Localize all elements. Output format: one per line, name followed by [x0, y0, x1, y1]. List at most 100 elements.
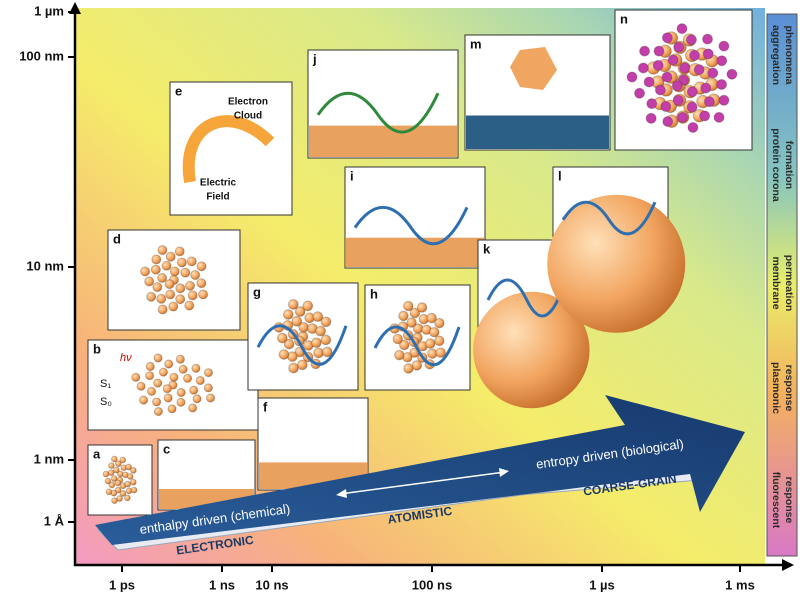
atom [409, 307, 421, 319]
atom [176, 387, 186, 398]
atom [688, 49, 700, 61]
sidebar-label: fluorescent [770, 472, 782, 529]
atom [639, 45, 651, 57]
atom [144, 371, 155, 381]
atom [112, 466, 120, 474]
atom [140, 266, 151, 277]
atom [174, 246, 185, 257]
panel-letter: f [263, 399, 268, 414]
atom [157, 304, 168, 315]
sidebar-label: formation [783, 141, 795, 189]
atom [198, 289, 209, 300]
atom [153, 406, 163, 417]
panel-letter: k [483, 241, 491, 256]
y-tick-label: 1 Å [44, 513, 65, 528]
y-tick-label: 10 nm [26, 258, 64, 273]
panel-letter: j [312, 51, 317, 66]
atom [180, 267, 191, 278]
atom [185, 280, 196, 291]
atom [178, 364, 188, 374]
atom [297, 359, 308, 371]
atom [146, 386, 157, 396]
atom [416, 302, 428, 313]
atom [129, 478, 137, 486]
surface [309, 125, 457, 157]
panel-text: Electric [200, 178, 237, 189]
x-tick-label: 1 ps [109, 577, 135, 592]
molecule [316, 91, 440, 134]
atom [167, 404, 177, 414]
nanocrystal [510, 47, 557, 90]
atom [164, 279, 175, 290]
atom [313, 347, 324, 359]
atom [652, 59, 664, 71]
molecule [561, 200, 657, 236]
atom [116, 495, 124, 502]
atom [110, 475, 118, 482]
atom [685, 34, 697, 46]
atom [434, 317, 445, 329]
atom [205, 393, 216, 403]
atom [291, 315, 303, 327]
atom [102, 470, 110, 478]
atom [152, 282, 163, 293]
atom [707, 67, 719, 79]
atom [679, 62, 691, 74]
atom [168, 301, 179, 312]
atom [104, 477, 112, 485]
atom [165, 289, 176, 300]
atom [403, 300, 414, 312]
atom [426, 312, 437, 324]
panel-text: Electron [228, 97, 268, 108]
atom [136, 381, 146, 391]
sidebar-label: response [783, 365, 795, 412]
atom [152, 397, 162, 407]
arrowhead [499, 468, 509, 477]
atom [119, 490, 127, 497]
atom [150, 264, 161, 275]
atom [702, 48, 714, 60]
atom [110, 455, 118, 463]
atom [130, 486, 138, 494]
double-arrow [339, 471, 506, 495]
atom [662, 115, 674, 127]
panels: a b c d e f g h i j k l m n hν S₁ S₀ Electron Cloud Electri… [87, 9, 753, 516]
panel: m [464, 34, 611, 151]
atom [702, 33, 714, 45]
panel: d [107, 229, 241, 331]
atom [686, 86, 698, 98]
panel-text: S₀ [100, 396, 112, 408]
arrow-body [95, 395, 745, 545]
panel-letter: b [93, 341, 101, 356]
atom [203, 368, 214, 378]
atom [672, 94, 684, 106]
atom [320, 316, 332, 328]
atom [660, 100, 672, 112]
atom [169, 266, 180, 277]
y-tick-label: 1 nm [34, 451, 64, 466]
panel-letter: h [370, 286, 378, 301]
atom [163, 393, 173, 403]
panel-letter: g [253, 284, 261, 299]
panel: b [87, 339, 259, 431]
panel-text: S₁ [100, 378, 111, 390]
atom [315, 325, 326, 337]
molecule [353, 205, 469, 246]
atom [394, 349, 405, 361]
atom [406, 317, 417, 328]
atom [165, 251, 176, 262]
atom [123, 494, 131, 502]
atom [175, 354, 185, 364]
atom [276, 332, 288, 344]
panel: f [257, 397, 369, 491]
atom [661, 32, 673, 44]
atom [403, 363, 414, 374]
panel: j [307, 49, 459, 159]
atom [176, 397, 186, 407]
atom [188, 403, 198, 413]
atom [398, 310, 409, 322]
atom [653, 45, 665, 57]
panel: h [364, 284, 471, 391]
sidebar-label: permeation [783, 255, 795, 312]
atom [157, 244, 168, 256]
